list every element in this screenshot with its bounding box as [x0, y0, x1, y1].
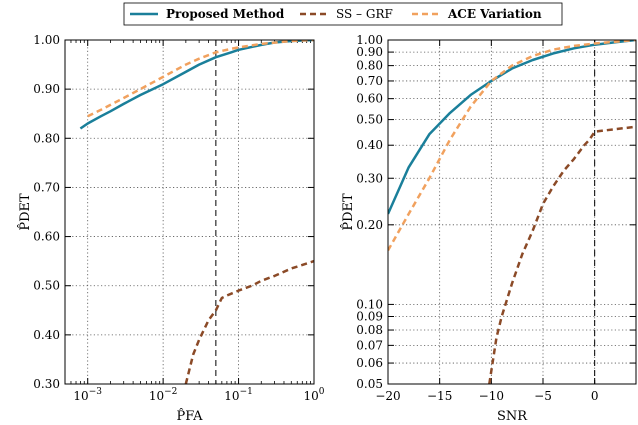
legend: Proposed Method SS – GRF ACE Variation	[123, 2, 563, 26]
left-series-proposed-method	[79, 40, 314, 130]
left-xlabel: P̂FA	[176, 408, 203, 424]
legend-label-ace: ACE Variation	[447, 7, 542, 21]
left-xtick-label-3: 100	[303, 387, 324, 403]
right-xtick-label-2: −10	[479, 389, 504, 403]
right-ytick-label-12: 0.80	[356, 59, 383, 73]
right-ytick-label-1: 0.06	[356, 356, 383, 370]
legend-frame	[123, 2, 563, 26]
right-xtick-label-1: −15	[427, 389, 452, 403]
left-ytick-label-7: 1.00	[33, 33, 60, 47]
right-series-ss-grf	[488, 125, 636, 384]
left-ylabel: P̂DET	[17, 193, 33, 231]
left-series-ss-grf	[184, 259, 314, 384]
right-axes-frame	[387, 39, 637, 385]
right-xtick-label-3: −5	[534, 389, 552, 403]
left-plot: 10−3 10−2 10−1 100 0.30 0.40 0.50 0.60 0.70 0.80 0…	[17, 33, 325, 424]
right-ytick-label-9: 0.50	[356, 113, 383, 127]
right-ytick-label-10: 0.60	[356, 92, 383, 106]
legend-label-proposed: Proposed Method	[166, 7, 285, 21]
right-xtick-label-0: −20	[375, 389, 400, 403]
right-series-ace-variation	[388, 40, 636, 252]
legend-label-ssgrf: SS – GRF	[336, 7, 393, 21]
right-xtick-label-4: 0	[591, 389, 599, 403]
right-ytick-label-14: 1.00	[356, 33, 383, 47]
right-ytick-label-11: 0.70	[356, 74, 383, 88]
left-axes-frame	[64, 39, 315, 385]
right-ytick-label-2: 0.07	[356, 338, 383, 352]
left-ytick-label-5: 0.80	[33, 131, 60, 145]
left-ytick-label-6: 0.90	[33, 82, 60, 96]
right-ytick-label-5: 0.10	[356, 297, 383, 311]
right-ytick-label-7: 0.30	[356, 171, 383, 185]
right-ytick-label-0: 0.05	[356, 377, 383, 391]
left-xtick-label-1: 10−2	[149, 387, 178, 403]
left-xtick-label-2: 10−1	[224, 387, 253, 403]
right-ytick-label-13: 0.90	[356, 45, 383, 59]
left-ytick-label-4: 0.70	[33, 180, 60, 194]
left-series-ace-variation	[87, 40, 314, 118]
left-ytick-label-1: 0.40	[33, 328, 60, 342]
left-ytick-label-3: 0.60	[33, 230, 60, 244]
right-ytick-label-8: 0.40	[356, 138, 383, 152]
right-ylabel: P̂DET	[340, 193, 356, 231]
right-plot: −20 −15 −10 −5 0 0.05 0.06 0.070.080.090.10 0.20…	[340, 33, 637, 424]
left-xtick-label-0: 10−3	[73, 387, 102, 403]
right-ytick-label-4: 0.09	[356, 310, 383, 324]
right-ytick-label-6: 0.20	[356, 218, 383, 232]
left-ytick-label-2: 0.50	[33, 279, 60, 293]
left-ytick-label-0: 0.30	[33, 377, 60, 391]
right-xlabel: SNR	[497, 409, 528, 424]
right-ytick-label-3: 0.08	[356, 323, 383, 337]
